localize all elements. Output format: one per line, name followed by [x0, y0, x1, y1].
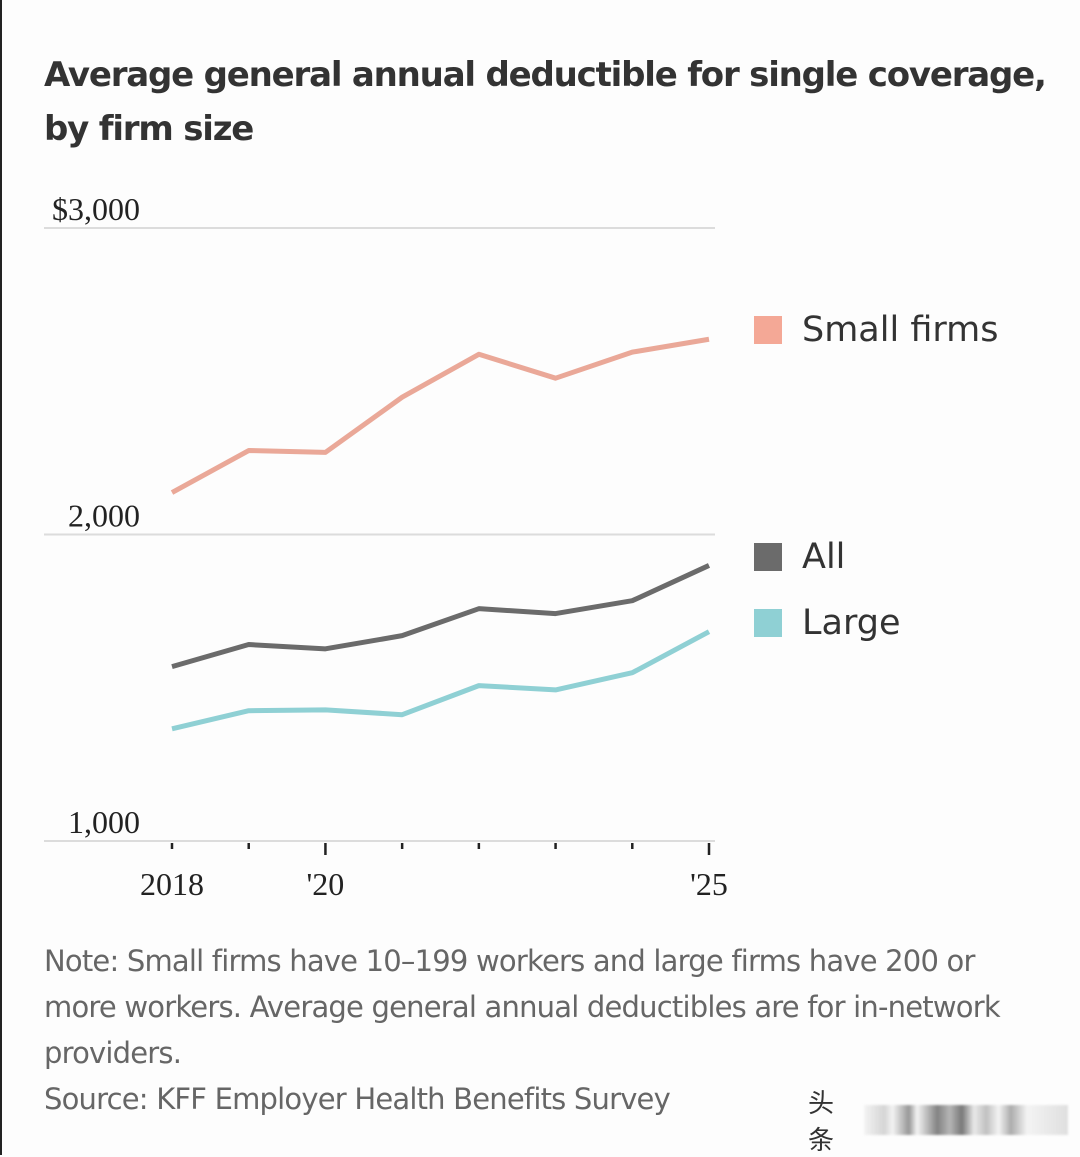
y-tick-label-3000: $3,000	[52, 191, 140, 227]
legend-label-large: Large	[802, 603, 901, 643]
legend-label-all: All	[802, 537, 846, 577]
legend-swatch-all	[754, 543, 782, 571]
y-tick-label-1000: 1,000	[68, 804, 140, 840]
watermark: 头条	[808, 1089, 1068, 1156]
x-tick-label-2018: 2018	[140, 866, 204, 902]
x-axis: 2018 '20 '25	[140, 843, 728, 902]
line-chart: 1,000 2,000 $3,000 2018 '20 '25	[44, 191, 728, 902]
left-border	[0, 0, 2, 1155]
series-lines	[170, 336, 711, 732]
series-line-all	[171, 563, 711, 670]
watermark-blur	[864, 1105, 1068, 1135]
chart-footnote: Note: Small firms have 10–199 workers an…	[44, 938, 1044, 1122]
gridlines	[44, 227, 715, 842]
x-tick-label-2020: '20	[307, 866, 345, 902]
source-text: Source: KFF Employer Health Benefits Sur…	[44, 1082, 671, 1116]
x-tick-label-2025: '25	[690, 866, 728, 902]
legend-swatch-large	[754, 609, 782, 637]
series-line-large	[171, 629, 711, 732]
note-text: Note: Small firms have 10–199 workers an…	[44, 944, 1001, 1070]
series-line-small-firms	[170, 336, 710, 495]
legend-swatch-small-firms	[754, 316, 782, 344]
legend-item-large: Large	[754, 603, 900, 643]
legend-item-small-firms: Small firms	[754, 310, 998, 350]
legend-label-small-firms: Small firms	[802, 310, 999, 350]
watermark-text: 头条	[808, 1089, 835, 1156]
y-axis-labels: 1,000 2,000 $3,000	[52, 191, 140, 840]
chart-title: Average general annual deductible for si…	[44, 55, 1047, 149]
y-tick-label-2000: 2,000	[68, 498, 140, 534]
legend-item-all: All	[754, 537, 845, 577]
